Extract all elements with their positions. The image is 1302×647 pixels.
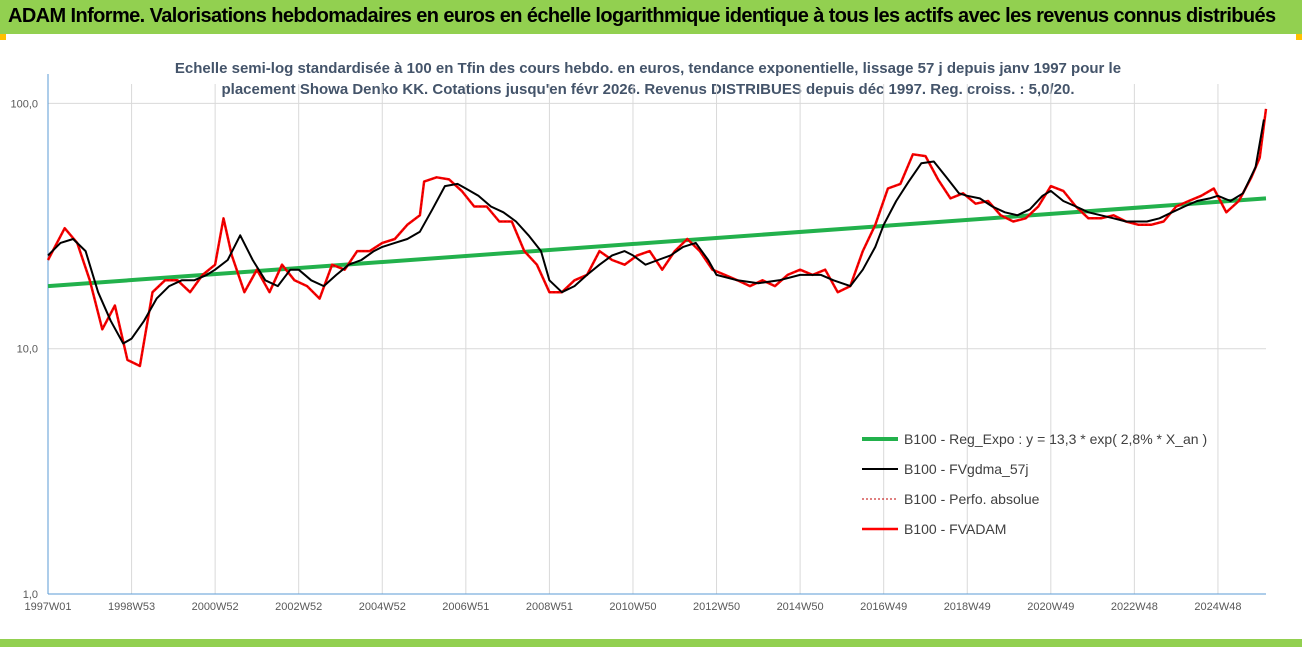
x-tick-label: 2010W50	[609, 601, 656, 613]
x-tick-label: 2012W50	[693, 601, 740, 613]
page-title: ADAM Informe. Valorisations hebdomadaire…	[8, 5, 1276, 27]
x-tick-label: 1997W01	[24, 601, 71, 613]
corner-marker-left	[0, 34, 6, 40]
chart-subtitle-line1: Echelle semi-log standardisée à 100 en T…	[175, 60, 1121, 77]
series-reg-expo	[47, 196, 1267, 289]
y-tick-label: 10,0	[17, 344, 38, 356]
chart: Echelle semi-log standardisée à 100 en T…	[10, 60, 1268, 613]
x-tick-label: 2000W52	[192, 601, 239, 613]
header-banner: ADAM Informe. Valorisations hebdomadaire…	[0, 0, 1302, 34]
x-tick-label: 2002W52	[275, 601, 322, 613]
x-tick-label: 2022W48	[1111, 601, 1158, 613]
footer-bar	[0, 639, 1302, 647]
legend-entry: B100 - Perfo. absolue	[904, 491, 1040, 507]
series-perfo-absolue	[47, 108, 1267, 367]
x-tick-label: 1998W53	[108, 601, 155, 613]
series-fvgdma-57j	[47, 119, 1265, 345]
axes	[47, 74, 1266, 595]
legend-entry: B100 - Reg_Expo : y = 13,3 * exp( 2,8% *…	[904, 431, 1207, 447]
x-tick-labels: 1997W01 1998W53 2000W52 2002W52 2004W52 2006W…	[24, 601, 1241, 613]
x-tick-label: 2020W49	[1027, 601, 1074, 613]
x-tick-label: 2006W51	[442, 601, 489, 613]
x-tick-label: 2004W52	[359, 601, 406, 613]
x-tick-label: 2008W51	[526, 601, 573, 613]
y-tick-labels: 100,0 10,0 1,0	[10, 98, 38, 601]
gridlines	[47, 84, 1266, 595]
series-lines	[46, 108, 1268, 368]
chart-subtitle-line2: placement Showa Denko KK. Cotations jusq…	[221, 81, 1074, 98]
series-fvadam	[46, 108, 1268, 368]
x-tick-label: 2024W48	[1194, 601, 1241, 613]
x-tick-label: 2014W50	[777, 601, 824, 613]
legend: B100 - Reg_Expo : y = 13,3 * exp( 2,8% *…	[862, 431, 1207, 537]
y-tick-label: 100,0	[10, 98, 38, 110]
legend-entry: B100 - FVADAM	[904, 521, 1006, 537]
x-tick-label: 2016W49	[860, 601, 907, 613]
legend-entry: B100 - FVgdma_57j	[904, 461, 1029, 477]
x-tick-label: 2018W49	[944, 601, 991, 613]
corner-marker-right	[1296, 34, 1302, 40]
y-tick-label: 1,0	[23, 589, 38, 601]
